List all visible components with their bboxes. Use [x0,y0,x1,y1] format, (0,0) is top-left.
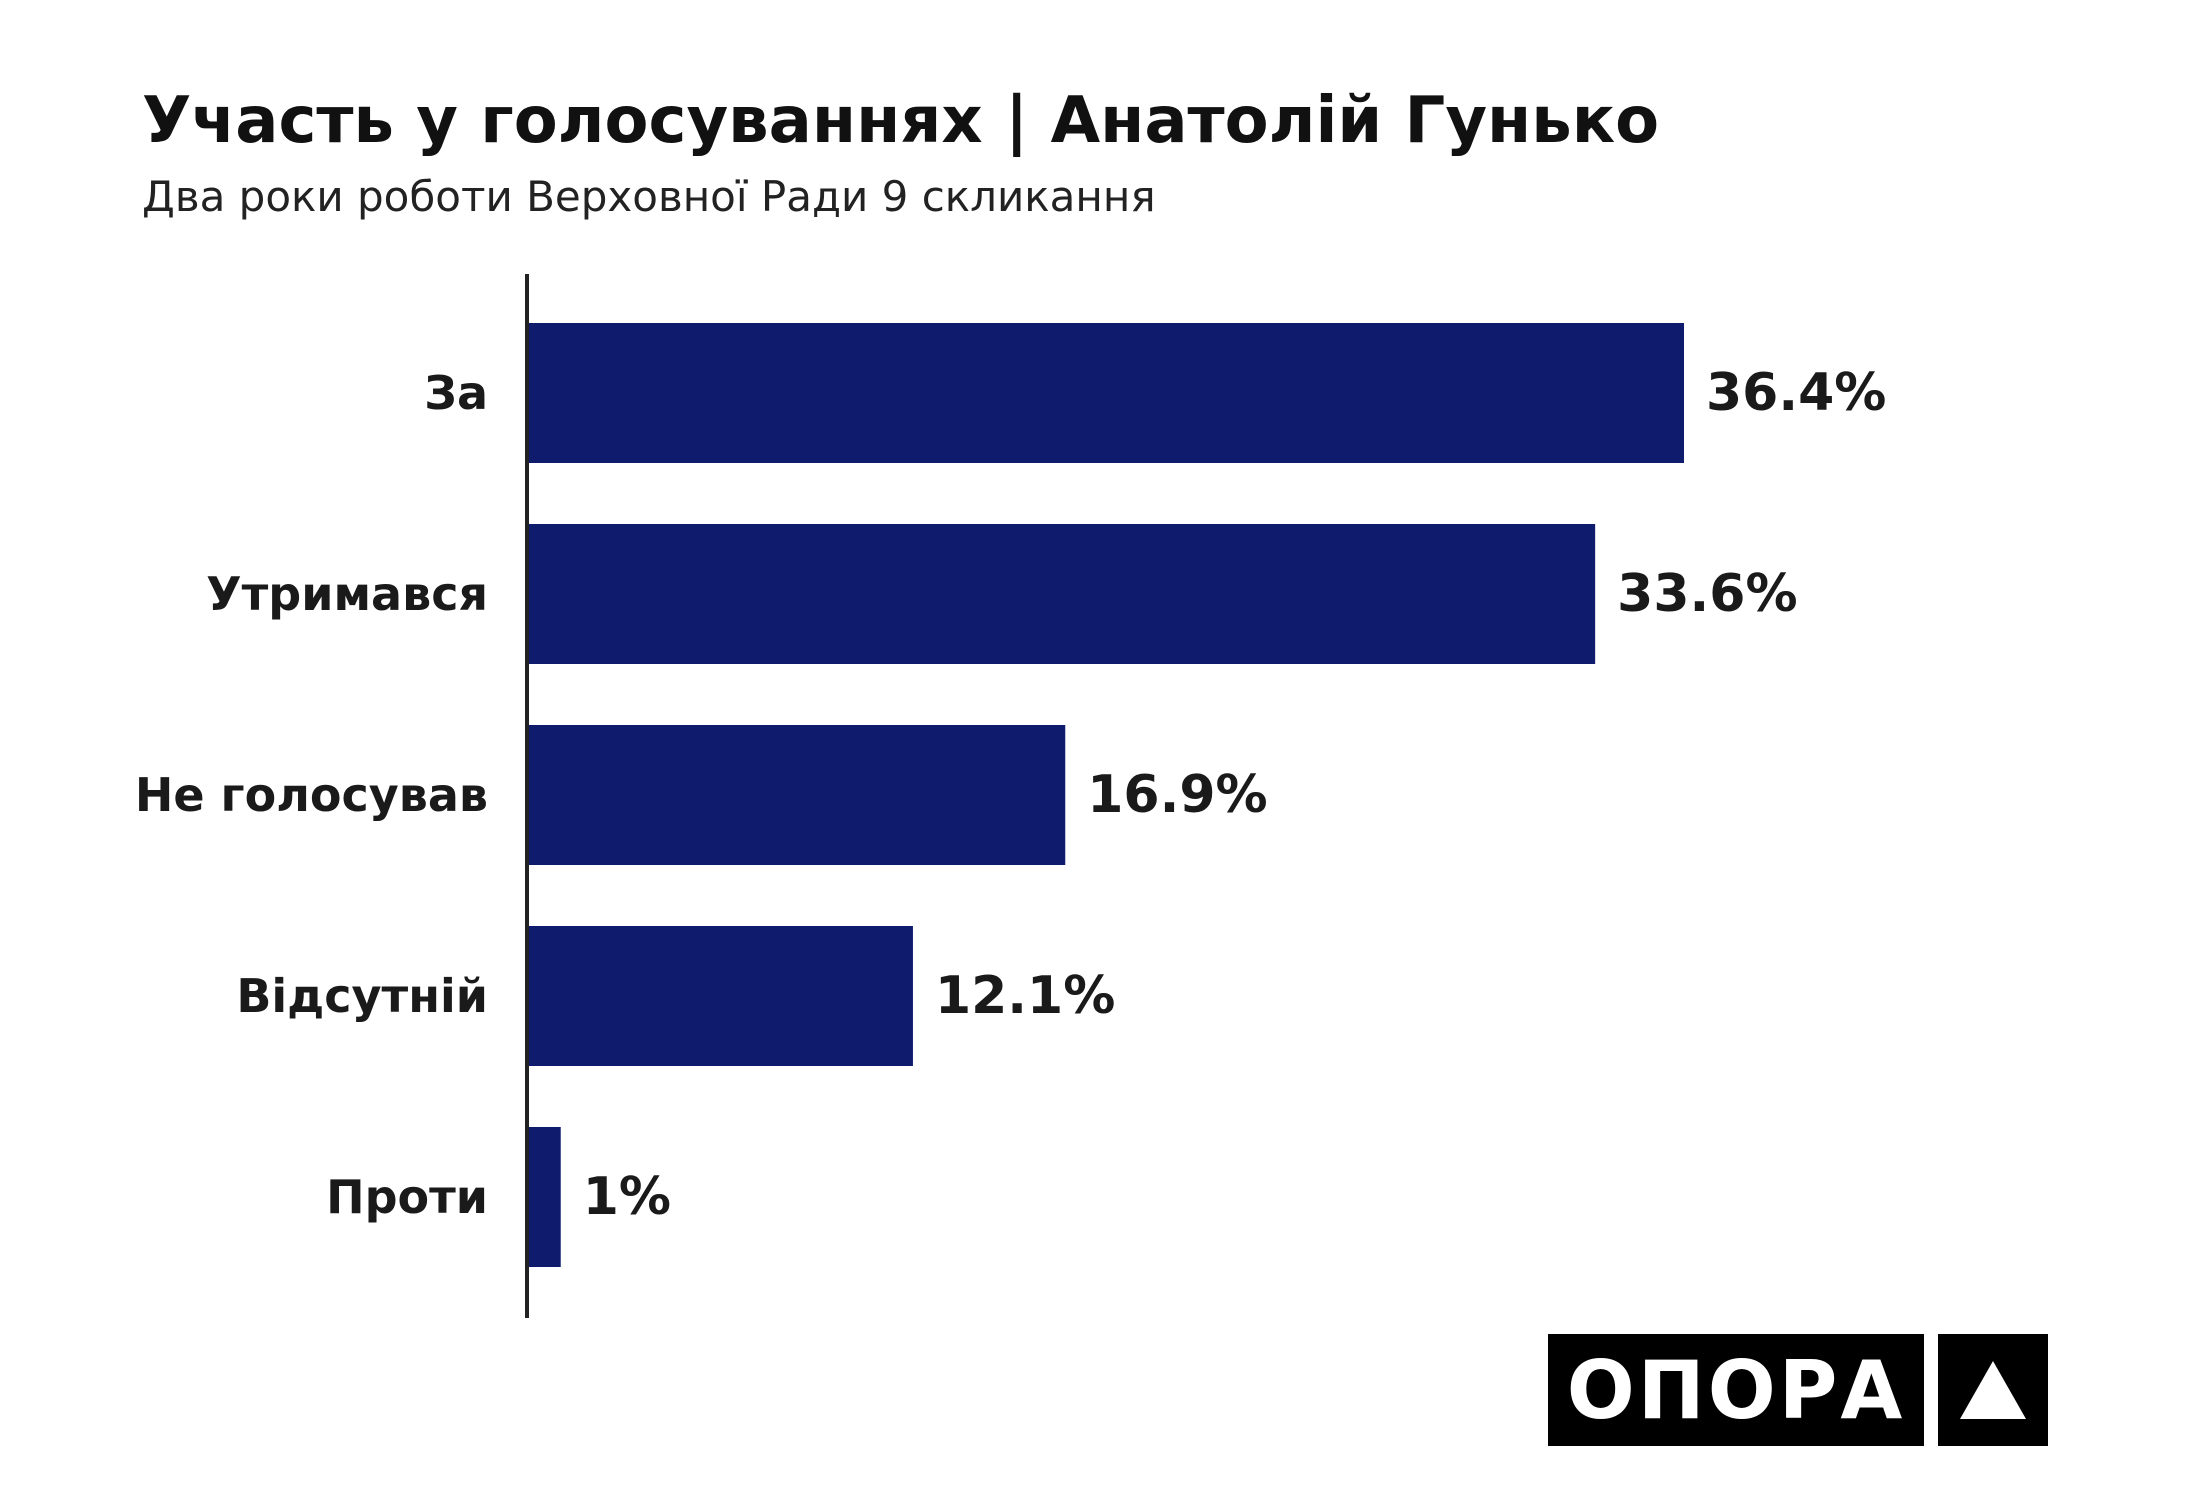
bar-3 [529,926,913,1066]
category-label-4: Проти [326,1170,488,1224]
bar-0 [529,323,1684,463]
triangle-icon [1938,1334,2048,1446]
logo-text: ОПОРА [1548,1334,1924,1446]
bar-2 [529,725,1066,865]
value-label-1: 33.6% [1617,564,1797,624]
bars-layer: За 36.4% Утримався 33.6% Не голосував 16.9% Ві… [135,323,1886,1267]
value-label-3: 12.1% [935,966,1115,1026]
value-label-0: 36.4% [1706,363,1886,423]
category-label-2: Не голосував [135,768,488,822]
chart-title: Участь у голосуваннях | Анатолій Гунько [142,84,1660,158]
bar-1 [529,524,1596,664]
category-label-0: За [424,366,488,420]
category-label-3: Відсутній [236,969,488,1023]
category-label-1: Утримався [206,567,488,621]
opora-logo: ОПОРА [1548,1334,2048,1446]
bar-4 [529,1127,561,1267]
value-label-2: 16.9% [1087,765,1267,825]
value-label-4: 1% [583,1167,671,1227]
chart-subtitle: Два роки роботи Верховної Ради 9 скликан… [142,172,1156,221]
